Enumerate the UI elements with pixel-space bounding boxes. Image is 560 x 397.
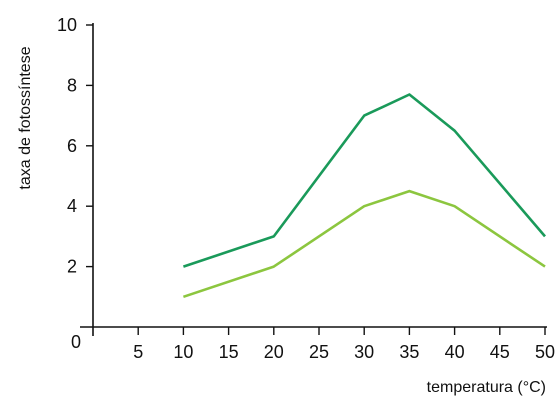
series-line-1	[182, 93, 546, 268]
x-ticks: 5 10 15 20 25 30 35 40 45 50	[133, 327, 555, 362]
x-tick-label: 30	[354, 342, 374, 362]
x-tick-label: 45	[490, 342, 510, 362]
x-tick-label: 35	[399, 342, 419, 362]
x-tick-label: 5	[133, 342, 143, 362]
x-axis-title: temperatura (°C)	[427, 379, 546, 396]
y-tick-label: 4	[67, 196, 77, 216]
series-line-2	[182, 189, 546, 299]
y-tick-label: 6	[67, 136, 77, 156]
chart-axes	[80, 23, 547, 336]
y-tick-label: 8	[67, 75, 77, 95]
x-tick-label: 20	[264, 342, 284, 362]
y-tick-label: 10	[57, 15, 77, 35]
y-tick-label: 2	[67, 257, 77, 277]
origin-label: 0	[71, 332, 81, 352]
x-tick-label: 50	[535, 342, 555, 362]
x-tick-label: 40	[445, 342, 465, 362]
x-tick-label: 10	[173, 342, 193, 362]
y-ticks: 2 4 6 8 10	[57, 15, 93, 277]
x-tick-label: 25	[309, 342, 329, 362]
y-axis-title: taxa de fotossíntese	[17, 46, 34, 189]
series-group	[182, 93, 546, 299]
x-tick-label: 15	[219, 342, 239, 362]
